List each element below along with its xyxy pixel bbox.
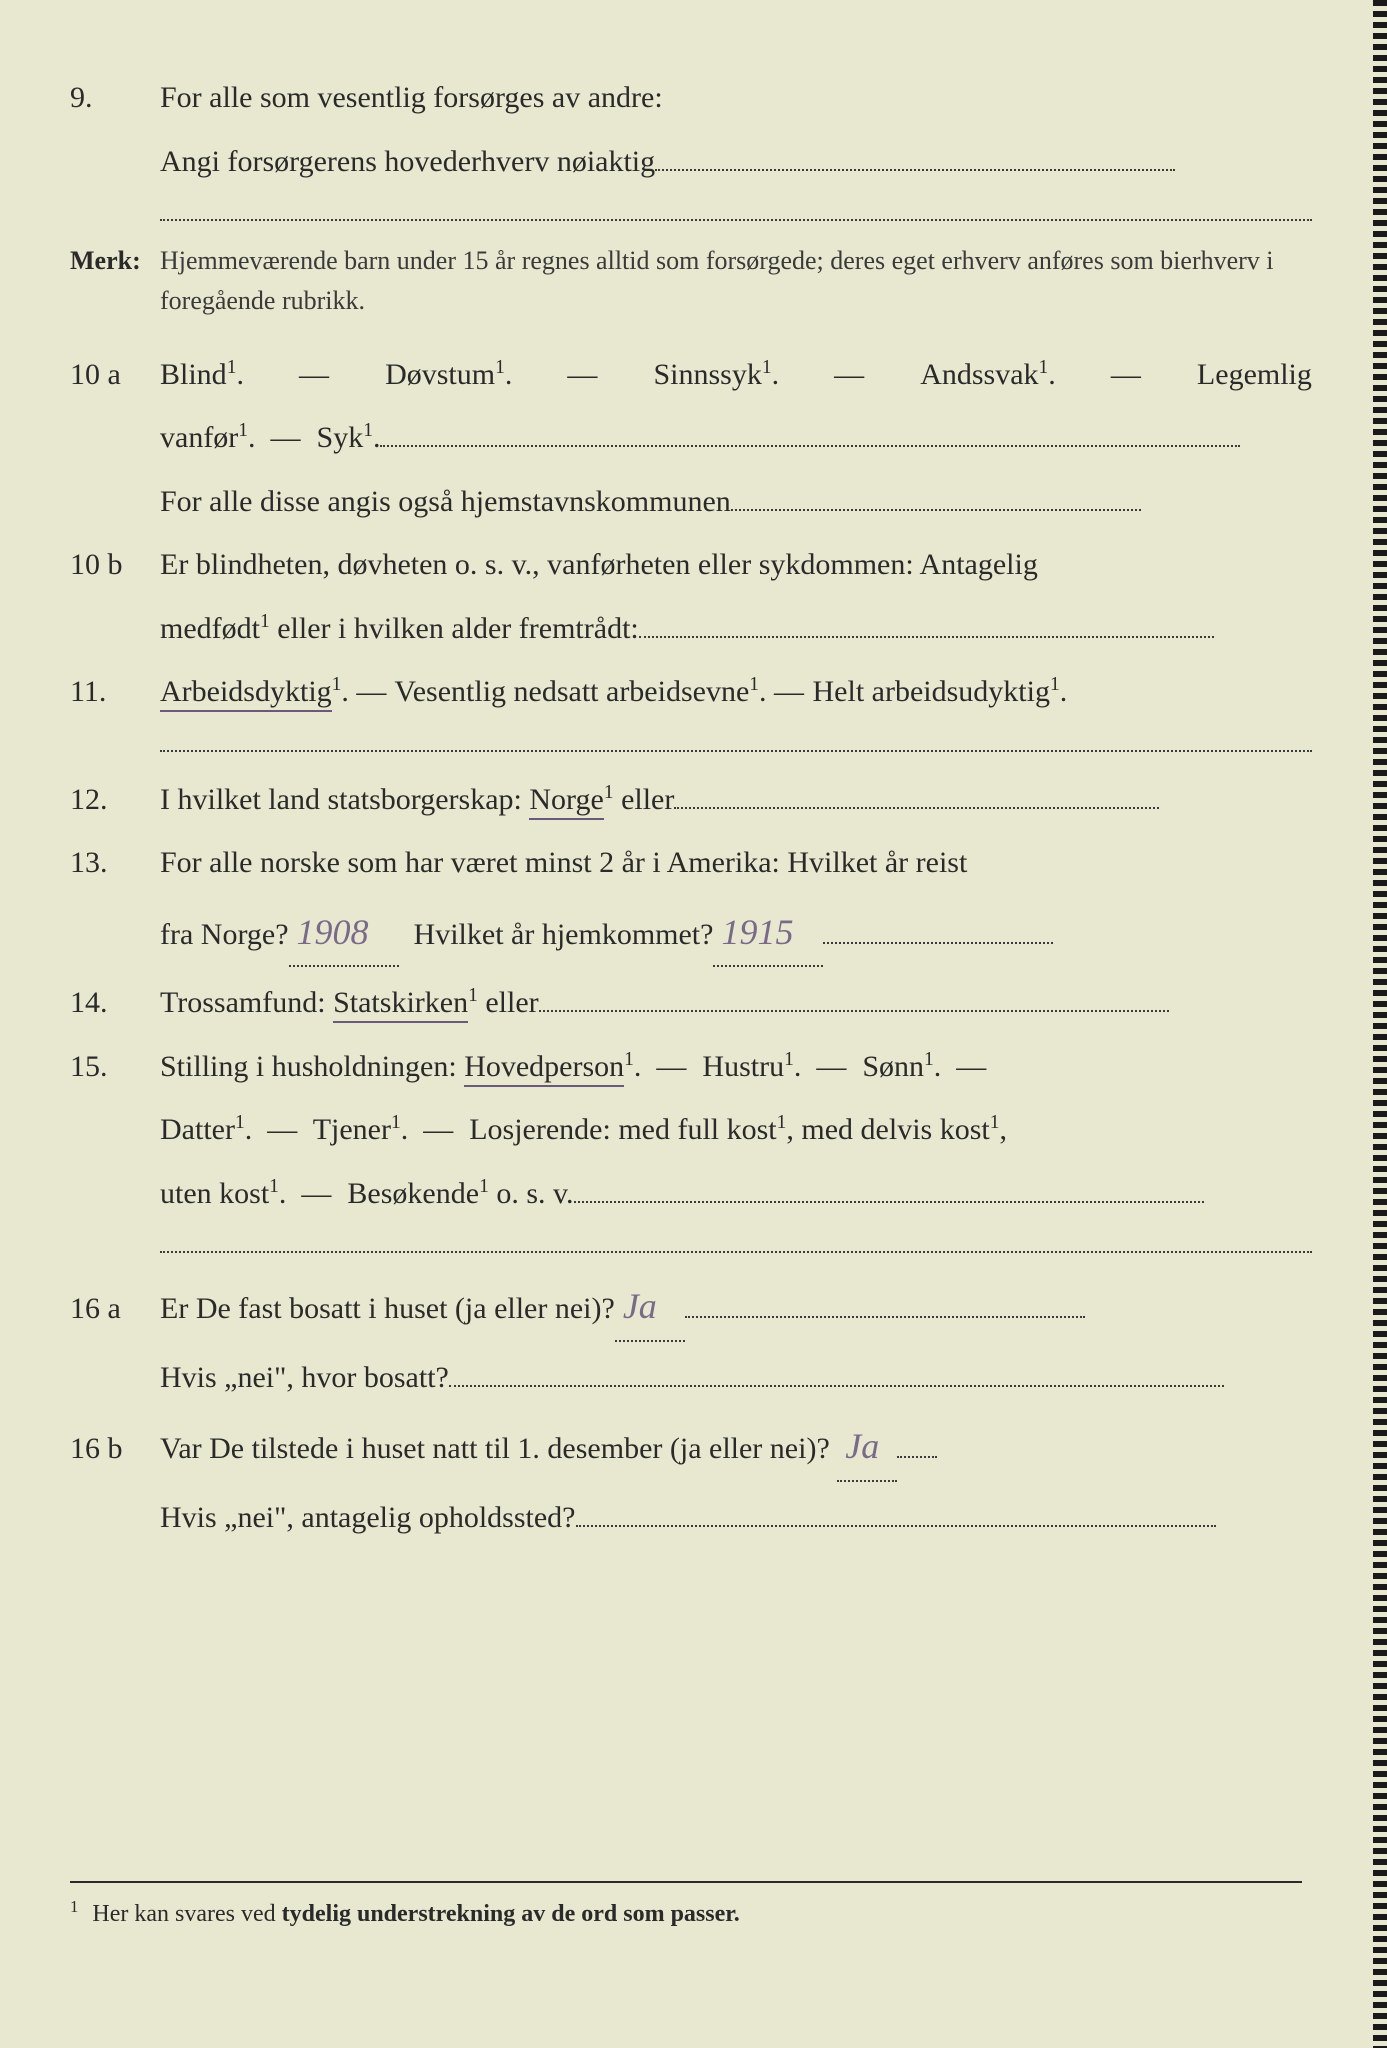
q15-delvis: med delvis kost bbox=[801, 1113, 989, 1146]
q16b-number: 16 b bbox=[70, 1421, 160, 1477]
q16b-answer-ja: Ja bbox=[837, 1413, 897, 1482]
q16b-fill2 bbox=[576, 1525, 1216, 1527]
q12-norge: Norge bbox=[529, 783, 603, 820]
merk-text: Hjemmeværende barn under 15 år regnes al… bbox=[160, 241, 1312, 322]
q16b-fill bbox=[897, 1456, 937, 1458]
footnote-index: 1 bbox=[70, 1897, 78, 1916]
q13-text-b: Hvilket år hjemkommet? bbox=[414, 918, 714, 951]
q15-besokende: Besøkende bbox=[347, 1177, 479, 1210]
q10a-opt-dovstum: Døvstum bbox=[385, 358, 495, 391]
q10a-line3-text: For alle disse angis også hjemstavnskomm… bbox=[160, 485, 731, 518]
q13-answer-1915: 1915 bbox=[713, 899, 823, 968]
q10b-line1: Er blindheten, døvheten o. s. v., vanfør… bbox=[160, 537, 1312, 593]
q16a-fill bbox=[685, 1316, 1085, 1318]
question-9: 9. For alle som vesentlig forsørges av a… bbox=[70, 70, 1312, 126]
q12-text-b: eller bbox=[614, 783, 675, 816]
perforated-edge bbox=[1373, 0, 1387, 2048]
q10a-line3: For alle disse angis også hjemstavnskomm… bbox=[70, 474, 1312, 530]
q16b-line2-text: Hvis „nei", antagelig opholdssted? bbox=[160, 1501, 576, 1534]
form-page: 9. For alle som vesentlig forsørges av a… bbox=[0, 0, 1387, 1593]
q10b-text-b: eller i hvilken alder fremtrådt: bbox=[270, 612, 639, 645]
q10a-fill bbox=[380, 445, 1240, 447]
question-13: 13. For alle norske som har været minst … bbox=[70, 835, 1312, 891]
q13-line2: fra Norge?1908 Hvilket år hjemkommet?191… bbox=[70, 899, 1312, 968]
q15-uten-kost: uten kost bbox=[160, 1177, 269, 1210]
footnote: 1 Her kan svares ved tydelig understrekn… bbox=[70, 1881, 1302, 1928]
q10a-opt-sinnssyk: Sinnssyk bbox=[653, 358, 761, 391]
q16a-fill2 bbox=[449, 1385, 1224, 1387]
footnote-text-a: Her kan svares ved bbox=[92, 1901, 281, 1927]
q10b-line2: medfødt1 eller i hvilken alder fremtrådt… bbox=[70, 601, 1312, 657]
q15-datter: Datter bbox=[160, 1113, 235, 1146]
q10a-opt-andssvak: Andssvak bbox=[920, 358, 1038, 391]
q12-fill bbox=[674, 807, 1159, 809]
q15-blank-line bbox=[160, 1229, 1312, 1253]
q10a-opt-syk: Syk bbox=[317, 421, 364, 454]
q10a-opt-blind: Blind bbox=[160, 358, 227, 391]
q15-hovedperson: Hovedperson bbox=[464, 1050, 624, 1087]
q11-blank-line bbox=[160, 728, 1312, 752]
q15-fill bbox=[574, 1201, 1204, 1203]
question-11: 11. Arbeidsdyktig1. — Vesentlig nedsatt … bbox=[70, 664, 1312, 720]
q16a-answer-ja: Ja bbox=[615, 1273, 685, 1342]
q14-fill bbox=[539, 1010, 1169, 1012]
q9-blank-line bbox=[160, 197, 1312, 221]
q11-opt-nedsatt: Vesentlig nedsatt arbeidsevne bbox=[394, 675, 749, 708]
q13-number: 13. bbox=[70, 835, 160, 891]
q11-opt-arbeidsdyktig: Arbeidsdyktig bbox=[160, 675, 332, 712]
q15-line2: Datter1. — Tjener1. — Losjerende: med fu… bbox=[70, 1102, 1312, 1158]
q10a-line2: vanfør1. — Syk1. bbox=[70, 410, 1312, 466]
q14-statskirken: Statskirken bbox=[333, 986, 468, 1023]
q16b-line2: Hvis „nei", antagelig opholdssted? bbox=[70, 1490, 1312, 1546]
q15-hustru: Hustru bbox=[702, 1050, 784, 1083]
q16a-line2-text: Hvis „nei", hvor bosatt? bbox=[160, 1361, 449, 1394]
question-14: 14. Trossamfund: Statskirken1 eller bbox=[70, 975, 1312, 1031]
q10a-opt-legemlig-a: Legemlig bbox=[1197, 358, 1312, 391]
question-10a: 10 a Blind1. — Døvstum1. — Sinnssyk1. — … bbox=[70, 347, 1312, 403]
q14-text-a: Trossamfund: bbox=[160, 986, 333, 1019]
q15-sonn: Sønn bbox=[862, 1050, 924, 1083]
q15-line3: uten kost1. — Besøkende1 o. s. v. bbox=[70, 1166, 1312, 1222]
merk-note: Merk: Hjemmeværende barn under 15 år reg… bbox=[70, 241, 1312, 322]
q9-line1: For alle som vesentlig forsørges av andr… bbox=[160, 70, 1312, 126]
q13-line1: For alle norske som har været minst 2 år… bbox=[160, 835, 1312, 891]
question-16b: 16 b Var De tilstede i huset natt til 1.… bbox=[70, 1413, 1312, 1482]
q10a-fill2 bbox=[731, 509, 1141, 511]
q11-opt-udyktig: Helt arbeidsudyktig bbox=[813, 675, 1050, 708]
q10a-opt-vanfor: vanfør bbox=[160, 421, 238, 454]
q13-answer-1908: 1908 bbox=[289, 899, 399, 968]
q15-losjerende: Losjerende: med full kost bbox=[469, 1113, 776, 1146]
q13-fill bbox=[823, 942, 1053, 944]
q14-text-b: eller bbox=[478, 986, 539, 1019]
question-10b: 10 b Er blindheten, døvheten o. s. v., v… bbox=[70, 537, 1312, 593]
q16b-text: Var De tilstede i huset natt til 1. dese… bbox=[160, 1432, 830, 1465]
q16a-number: 16 a bbox=[70, 1281, 160, 1337]
q12-text-a: I hvilket land statsborgerskap: bbox=[160, 783, 529, 816]
q15-tjener: Tjener bbox=[313, 1113, 391, 1146]
q9-fill bbox=[655, 169, 1175, 171]
question-12: 12. I hvilket land statsborgerskap: Norg… bbox=[70, 772, 1312, 828]
q11-number: 11. bbox=[70, 664, 160, 720]
footnote-text-b: tydelig understrekning av de ord som pas… bbox=[282, 1901, 740, 1927]
question-15: 15. Stilling i husholdningen: Hovedperso… bbox=[70, 1039, 1312, 1095]
q15-osv: o. s. v. bbox=[489, 1177, 574, 1210]
q10a-number: 10 a bbox=[70, 347, 160, 403]
merk-label: Merk: bbox=[70, 241, 160, 281]
q16a-line2: Hvis „nei", hvor bosatt? bbox=[70, 1350, 1312, 1406]
q13-text-a: fra Norge? bbox=[160, 918, 289, 951]
q10b-fill bbox=[639, 636, 1214, 638]
q14-number: 14. bbox=[70, 975, 160, 1031]
question-16a: 16 a Er De fast bosatt i huset (ja eller… bbox=[70, 1273, 1312, 1342]
q12-number: 12. bbox=[70, 772, 160, 828]
q15-text-a: Stilling i husholdningen: bbox=[160, 1050, 464, 1083]
q10b-number: 10 b bbox=[70, 537, 160, 593]
q9-line2-text: Angi forsørgerens hovederhverv nøiaktig bbox=[160, 145, 655, 178]
q9-number: 9. bbox=[70, 70, 160, 126]
q10b-medfodt: medfødt bbox=[160, 612, 260, 645]
q15-number: 15. bbox=[70, 1039, 160, 1095]
q9-line2: Angi forsørgerens hovederhverv nøiaktig bbox=[70, 134, 1312, 190]
q16a-text: Er De fast bosatt i huset (ja eller nei)… bbox=[160, 1292, 615, 1325]
